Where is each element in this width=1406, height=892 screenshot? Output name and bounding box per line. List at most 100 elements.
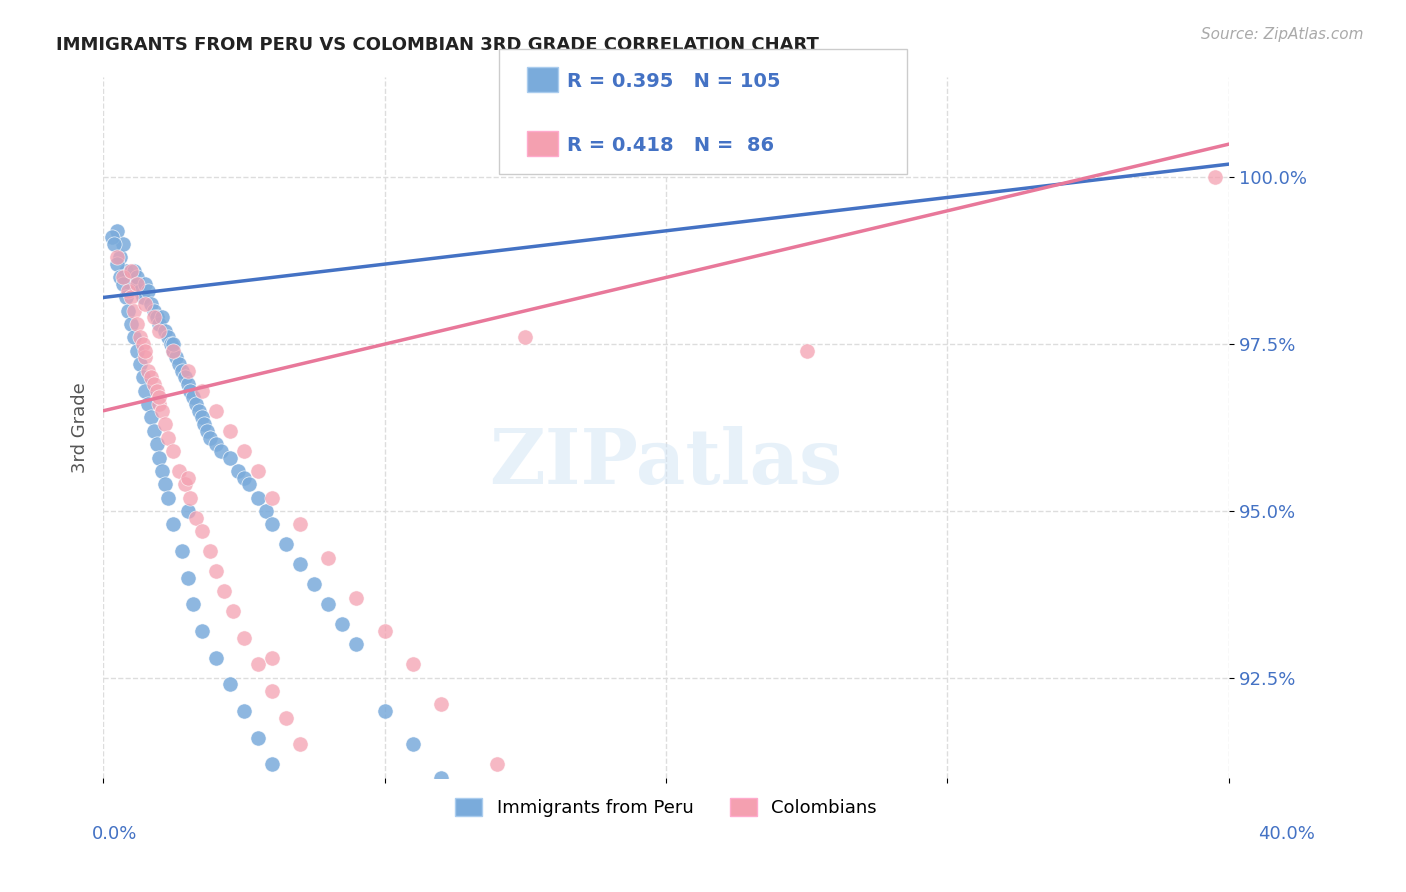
Point [184, 510, 207, 524]
Text: 0.0%: 0.0% [91, 825, 136, 843]
Point [176, 570, 198, 584]
Point [111, 270, 134, 285]
Text: 40.0%: 40.0% [1258, 825, 1315, 843]
Point [190, 624, 212, 638]
Point [402, 657, 425, 672]
Point [246, 731, 269, 745]
Point [221, 604, 243, 618]
Point [173, 477, 195, 491]
Point [204, 564, 226, 578]
Point [162, 343, 184, 358]
Point [170, 544, 193, 558]
Text: Source: ZipAtlas.com: Source: ZipAtlas.com [1201, 27, 1364, 42]
Point [142, 424, 165, 438]
Point [142, 377, 165, 392]
Point [430, 697, 453, 711]
Point [136, 397, 159, 411]
Point [150, 404, 173, 418]
Point [125, 343, 148, 358]
Point [232, 704, 254, 718]
Point [198, 430, 221, 444]
Point [402, 737, 425, 751]
Point [148, 391, 170, 405]
Point [148, 324, 170, 338]
Point [148, 450, 170, 465]
Point [131, 370, 153, 384]
Point [204, 404, 226, 418]
Point [165, 351, 187, 365]
Point [430, 771, 453, 785]
Point [134, 351, 156, 365]
Text: R = 0.395   N = 105: R = 0.395 N = 105 [567, 71, 780, 91]
Point [108, 270, 131, 285]
Point [374, 871, 396, 885]
Point [198, 544, 221, 558]
Point [246, 464, 269, 478]
Point [156, 330, 179, 344]
Point [316, 597, 339, 611]
Point [316, 811, 339, 825]
Point [145, 310, 167, 325]
Point [316, 784, 339, 798]
Point [190, 524, 212, 538]
Point [179, 491, 201, 505]
Point [120, 264, 142, 278]
Point [108, 251, 131, 265]
Point [100, 230, 122, 244]
Point [184, 397, 207, 411]
Point [254, 504, 277, 518]
Point [122, 303, 145, 318]
Legend: Immigrants from Peru, Colombians: Immigrants from Peru, Colombians [449, 790, 884, 824]
Point [346, 637, 368, 651]
Point [190, 384, 212, 398]
Point [128, 330, 150, 344]
Point [515, 330, 537, 344]
Point [288, 737, 311, 751]
Point [232, 631, 254, 645]
Point [346, 591, 368, 605]
Point [150, 464, 173, 478]
Point [246, 657, 269, 672]
Point [105, 251, 128, 265]
Point [1204, 170, 1226, 185]
Point [486, 837, 509, 851]
Point [209, 443, 232, 458]
Point [302, 577, 325, 591]
Point [150, 310, 173, 325]
Point [176, 377, 198, 392]
Point [145, 437, 167, 451]
Point [117, 284, 139, 298]
Point [543, 817, 565, 831]
Point [274, 537, 297, 551]
Text: R = 0.418   N =  86: R = 0.418 N = 86 [567, 136, 773, 155]
Point [103, 237, 125, 252]
Point [111, 237, 134, 252]
Point [142, 303, 165, 318]
Point [162, 343, 184, 358]
Point [232, 470, 254, 484]
Point [330, 617, 353, 632]
Point [162, 517, 184, 532]
Point [120, 290, 142, 304]
Point [246, 491, 269, 505]
Point [156, 430, 179, 444]
Point [128, 357, 150, 371]
Point [148, 397, 170, 411]
Point [145, 384, 167, 398]
Point [125, 317, 148, 331]
Point [226, 464, 249, 478]
Point [288, 517, 311, 532]
Point [181, 391, 204, 405]
Point [599, 877, 621, 891]
Point [148, 317, 170, 331]
Point [218, 450, 240, 465]
Point [218, 424, 240, 438]
Point [260, 517, 283, 532]
Point [486, 757, 509, 772]
Point [134, 277, 156, 292]
Point [374, 704, 396, 718]
Point [218, 677, 240, 691]
Point [176, 364, 198, 378]
Point [170, 364, 193, 378]
Point [117, 270, 139, 285]
